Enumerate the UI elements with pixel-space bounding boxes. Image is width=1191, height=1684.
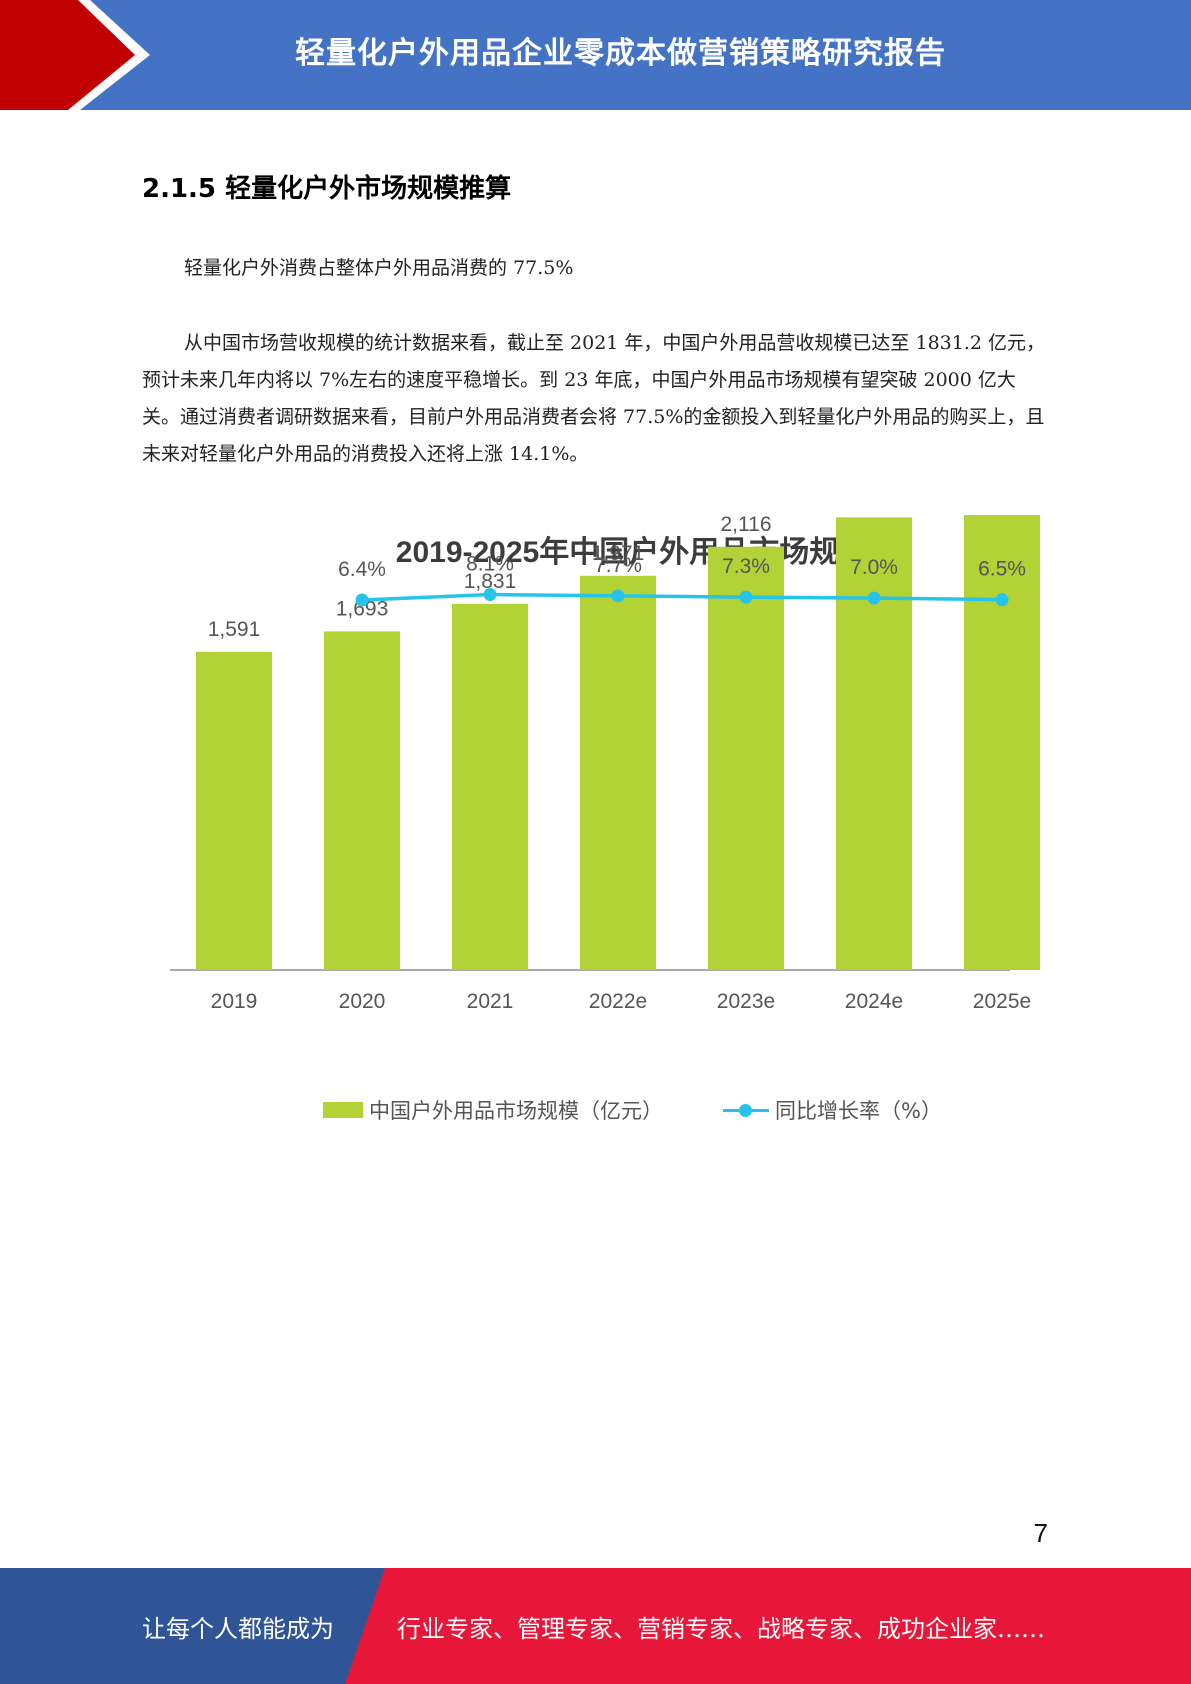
header-title: 轻量化户外用品企业零成本做营销策略研究报告 (295, 36, 946, 71)
growth-point-2020 (355, 593, 369, 607)
bar-2022e (580, 575, 656, 970)
x-tick-2021: 2021 (467, 990, 514, 1013)
growth-label-2021: 8.1% (466, 553, 514, 576)
x-tick-2024e: 2024e (845, 990, 903, 1013)
legend-bar-swatch (323, 1102, 364, 1118)
growth-label-2024e: 7.0% (850, 556, 898, 579)
x-tick-2020: 2020 (339, 990, 386, 1013)
growth-point-2022e (611, 589, 625, 603)
page-number: 7 (1033, 1518, 1048, 1548)
growth-point-2024e (867, 591, 881, 605)
paragraph-body: 从中国市场营收规模的统计数据来看，截止至 2021 年，中国户外用品营收规模已达… (142, 332, 1045, 465)
growth-point-2025e (995, 593, 1009, 607)
header-red-chevron (0, 0, 135, 110)
market-size-chart: 2019-2025年中国户外用品市场规模 1,591 2019 1,693 2020 1… (170, 515, 1095, 1135)
paragraph-summary: 轻量化户外消费占整体户外用品消费的 77.5% (184, 257, 574, 279)
footer-banner (0, 1568, 1191, 1684)
chart-plot: 1,591 2019 1,693 2020 1,831 2021 1,971 2022e 2,1… (170, 515, 1040, 1013)
growth-point-2023e (739, 590, 753, 604)
growth-rate-line (361, 592, 1003, 602)
legend-line-swatch (723, 1102, 770, 1118)
bar-label-2021: 1,831 (464, 570, 517, 593)
bar-label-2022e: 1,971 (592, 542, 645, 565)
bar-2019 (196, 651, 272, 970)
footer-slogan-left: 让每个人都能成为 (142, 1614, 334, 1643)
bar-label-2023e: 2,116 (721, 515, 772, 536)
footer-slogan-right: 行业专家、管理专家、营销专家、战略专家、成功企业家…… (397, 1614, 1045, 1643)
x-tick-2019: 2019 (211, 990, 258, 1013)
legend-label-market-size: 中国户外用品市场规模（亿元） (369, 1099, 664, 1123)
bar-label-2020: 1,693 (336, 597, 389, 620)
bar-label-2019: 1,591 (208, 618, 261, 641)
legend-label-growth-rate: 同比增长率（%） (775, 1099, 942, 1123)
bar-2023e (708, 546, 784, 970)
chart-title: 2019-2025年中国户外用品市场规模 (395, 536, 870, 569)
page-footer: 让每个人都能成为 行业专家、管理专家、营销专家、战略专家、成功企业家…… (0, 1568, 1191, 1684)
x-tick-2025e: 2025e (973, 990, 1031, 1013)
x-tick-2022e: 2022e (589, 990, 647, 1013)
chart-legend: 中国户外用品市场规模（亿元） 同比增长率（%） (170, 1095, 1095, 1125)
header-blue-band (0, 0, 1191, 110)
growth-label-2025e: 6.5% (978, 558, 1026, 581)
x-tick-2023e: 2023e (717, 990, 775, 1013)
bar-2021 (452, 603, 528, 970)
legend-item-market-size: 中国户外用品市场规模（亿元） (323, 1095, 663, 1125)
growth-label-2022e: 7.7% (594, 554, 642, 577)
section-title: 2.1.5 轻量化户外市场规模推算 (142, 174, 512, 204)
bar-2025e (964, 515, 1040, 970)
footer-blue-band (0, 1568, 385, 1684)
legend-item-growth-rate: 同比增长率（%） (723, 1095, 942, 1125)
growth-label-2020: 6.4% (338, 558, 386, 581)
bar-2024e (836, 517, 912, 970)
page-header: 轻量化户外用品企业零成本做营销策略研究报告 (0, 0, 1191, 110)
bar-2020 (324, 631, 400, 970)
growth-point-2021 (483, 588, 497, 602)
growth-label-2023e: 7.3% (722, 555, 770, 578)
header-banner (0, 0, 1191, 110)
